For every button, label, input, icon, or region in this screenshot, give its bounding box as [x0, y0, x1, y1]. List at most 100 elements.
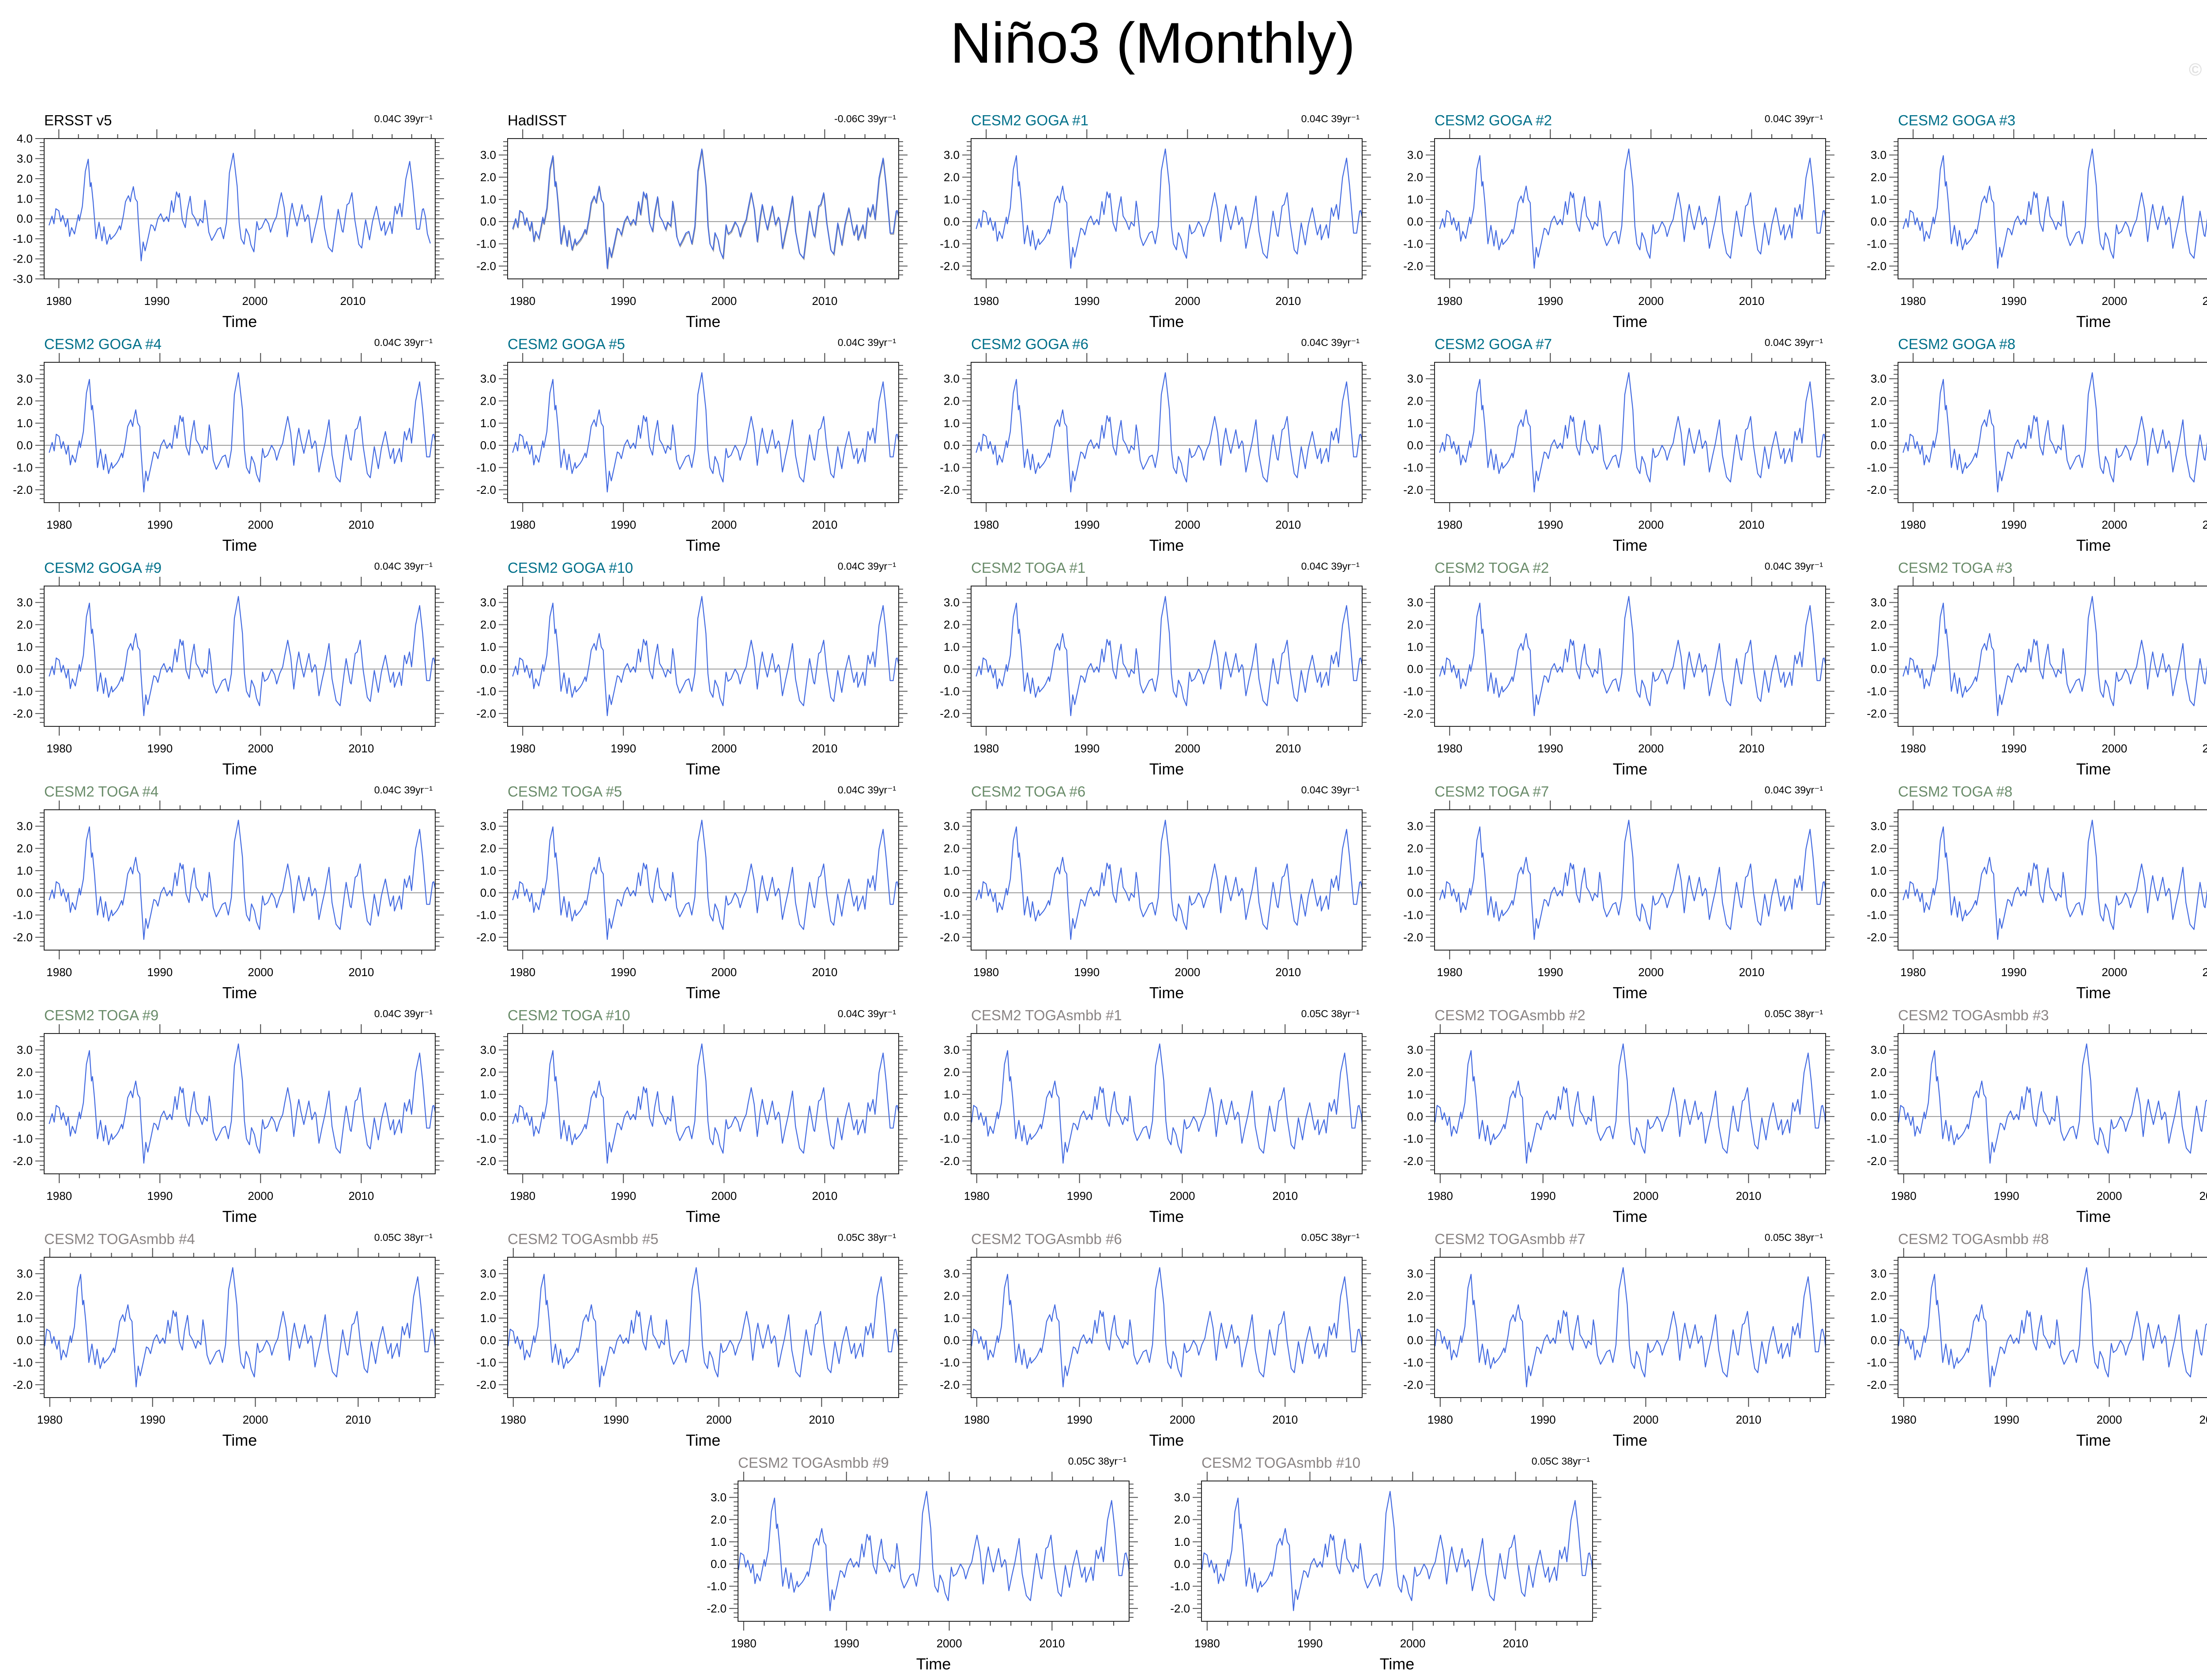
- x-axis-label: Time: [1613, 760, 1648, 778]
- x-axis-label: Time: [222, 1431, 257, 1449]
- panel-title: CESM2 TOGAsmbb #7: [1435, 1231, 1586, 1247]
- y-tick-label: 0.0: [1871, 886, 1887, 899]
- y-tick-label: 0.0: [1871, 1334, 1887, 1347]
- line-chart: -2.0 -1.0 0.0 1.0 2.0 3.0 1980 1990 2000 2010 Time: [13, 1248, 444, 1449]
- y-tick-label: 2.0: [17, 395, 33, 408]
- x-axis-label: Time: [1149, 1431, 1184, 1449]
- panel-title: CESM2 TOGA #7: [1435, 783, 1549, 800]
- y-tick-label: -1.0: [13, 1356, 33, 1369]
- y-tick-label: 1.0: [17, 417, 33, 430]
- trend-label: 0.04C 39yr⁻¹: [837, 784, 896, 796]
- x-axis-label: Time: [1149, 312, 1184, 331]
- y-tick-label: 4.0: [17, 132, 33, 145]
- y-tick-label: -2.0: [1867, 931, 1887, 944]
- y-tick-label: -1.0: [476, 1356, 496, 1369]
- x-tick-label: 2000: [248, 742, 273, 755]
- y-tick-label: 2.0: [17, 618, 33, 631]
- x-tick-label: 1980: [37, 1413, 63, 1426]
- x-tick-label: 2000: [711, 518, 737, 531]
- x-tick-label: 1990: [2001, 742, 2026, 755]
- y-tick-label: 1.0: [944, 417, 960, 430]
- y-tick-label: 1.0: [1871, 417, 1887, 430]
- trend-label: -0.06C 39yr⁻¹: [834, 113, 896, 124]
- nino3-series-line: [1439, 372, 1826, 492]
- nino3-series-line: [512, 372, 899, 492]
- x-tick-label: 1990: [147, 966, 173, 979]
- y-tick-label: 1.0: [944, 193, 960, 206]
- x-tick-label: 2010: [340, 294, 366, 308]
- line-chart: -3.0 -2.0 -1.0 0.0 1.0 2.0 3.0 4.0 1980 1990 2000 2…: [13, 129, 444, 331]
- y-tick-label: 1.0: [480, 193, 496, 206]
- x-tick-label: 1990: [2001, 294, 2026, 308]
- y-tick-label: 2.0: [944, 1066, 960, 1079]
- x-axis-label: Time: [1613, 536, 1648, 554]
- x-tick-label: 1980: [510, 294, 535, 308]
- x-axis-label: Time: [1613, 1431, 1648, 1449]
- y-tick-label: 0.0: [1174, 1557, 1190, 1571]
- x-tick-label: 1990: [1074, 966, 1100, 979]
- x-tick-label: 1980: [964, 1413, 990, 1426]
- x-tick-label: 1990: [1537, 966, 1563, 979]
- x-tick-label: 1980: [510, 966, 535, 979]
- x-tick-label: 2010: [809, 1413, 834, 1426]
- line-chart: -2.0 -1.0 0.0 1.0 2.0 3.0 1980 1990 2000 2010 Time: [1403, 129, 1834, 331]
- y-tick-label: 2.0: [1407, 1066, 1423, 1079]
- nino3-series-line: [1201, 1491, 1593, 1611]
- nino3-series-line: [971, 1043, 1362, 1164]
- trend-label: 0.04C 39yr⁻¹: [1301, 784, 1360, 796]
- y-tick-label: 2.0: [1871, 618, 1887, 631]
- y-tick-label: 1.0: [1174, 1535, 1190, 1548]
- y-tick-label: 2.0: [1407, 395, 1423, 408]
- x-tick-label: 2010: [2199, 1189, 2207, 1203]
- trend-label: 0.04C 39yr⁻¹: [374, 784, 433, 796]
- nino3-series-line: [49, 596, 435, 716]
- x-tick-label: 1980: [1437, 966, 1462, 979]
- plot-frame: [1201, 1481, 1593, 1622]
- y-tick-label: 2.0: [480, 171, 496, 184]
- y-tick-label: 3.0: [1407, 148, 1423, 162]
- x-tick-label: 2000: [711, 966, 737, 979]
- x-tick-label: 2010: [1736, 1189, 1761, 1203]
- y-tick-label: 3.0: [1871, 1267, 1887, 1280]
- x-axis-label: Time: [2076, 984, 2111, 1002]
- watermark: © CVDP-LE: [2188, 60, 2207, 79]
- trend-label: 0.04C 39yr⁻¹: [1764, 560, 1823, 572]
- y-tick-label: 3.0: [944, 1043, 960, 1056]
- line-chart: -2.0 -1.0 0.0 1.0 2.0 3.0 1980 1990 2000 2010 Time: [940, 1248, 1371, 1449]
- y-tick-label: -2.0: [940, 931, 960, 944]
- x-axis-label: Time: [686, 1431, 721, 1449]
- y-tick-label: 3.0: [480, 1043, 496, 1056]
- trend-label: 0.04C 39yr⁻¹: [1764, 784, 1823, 796]
- x-axis-label: Time: [2076, 312, 2111, 331]
- y-tick-label: -2.0: [1867, 1154, 1887, 1168]
- line-chart: -2.0 -1.0 0.0 1.0 2.0 3.0 1980 1990 2000 2010 Time: [707, 1472, 1138, 1673]
- y-tick-label: 1.0: [17, 864, 33, 877]
- y-tick-label: 3.0: [944, 1267, 960, 1280]
- y-tick-label: -1.0: [13, 909, 33, 922]
- y-tick-label: -1.0: [1170, 1580, 1190, 1593]
- x-tick-label: 1990: [603, 1413, 629, 1426]
- x-axis-label: Time: [686, 536, 721, 554]
- y-tick-label: 3.0: [17, 1043, 33, 1056]
- x-axis-label: Time: [1613, 1207, 1648, 1225]
- y-tick-label: -1.0: [1867, 1132, 1887, 1146]
- y-tick-label: 1.0: [1407, 640, 1423, 654]
- y-tick-label: -2.0: [1403, 1154, 1423, 1168]
- panel-title: CESM2 TOGA #5: [508, 783, 622, 800]
- nino3-series-line: [49, 1043, 435, 1164]
- trend-label: 0.04C 39yr⁻¹: [374, 560, 433, 572]
- y-tick-label: -2.0: [707, 1602, 727, 1615]
- nino3-series-line: [508, 1267, 899, 1387]
- x-tick-label: 2000: [711, 294, 737, 308]
- plot-frame: [1434, 362, 1826, 503]
- panel-title: CESM2 TOGAsmbb #4: [44, 1231, 195, 1247]
- x-tick-label: 1980: [1437, 518, 1462, 531]
- nino3-series-line: [1439, 596, 1826, 716]
- y-tick-label: -1.0: [1403, 461, 1423, 474]
- panel-title: CESM2 TOGA #3: [1898, 560, 2013, 576]
- plot-frame: [507, 586, 899, 727]
- panel-title: CESM2 GOGA #1: [971, 112, 1088, 128]
- panel-title: CESM2 TOGA #9: [44, 1007, 159, 1023]
- y-tick-label: 3.0: [480, 819, 496, 833]
